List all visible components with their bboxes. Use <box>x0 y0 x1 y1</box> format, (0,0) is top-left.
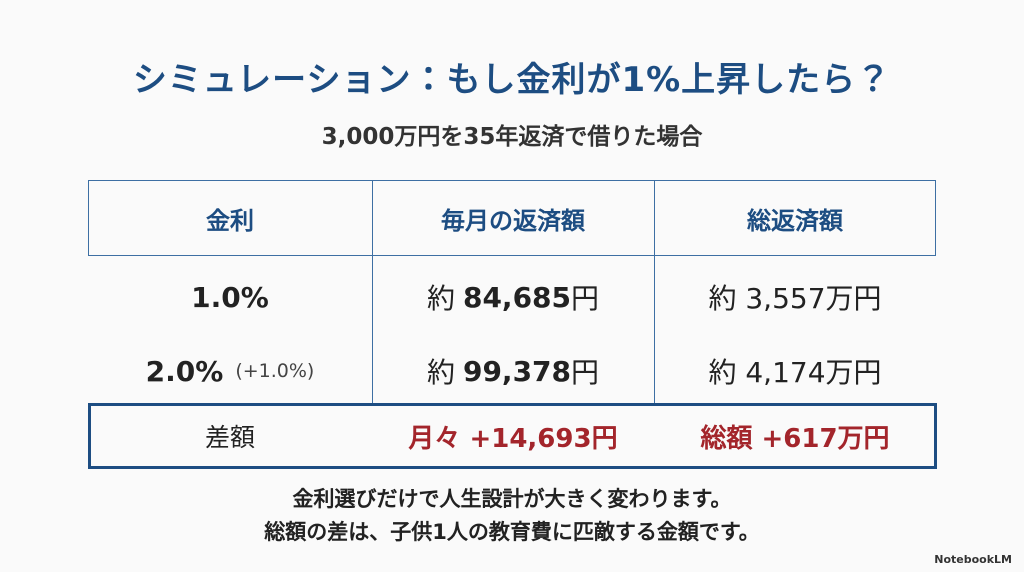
amount: 84,685 <box>462 280 572 314</box>
difference-box <box>88 403 937 469</box>
table-cell: 月々 +14,693円 <box>408 423 618 454</box>
table-cell: 2.0% (+1.0%) <box>88 336 372 406</box>
header-box <box>88 180 936 256</box>
title: シミュレーション：もし金利が1%上昇したら？ <box>132 60 892 100</box>
footer-line: 総額の差は、子供1人の教育費に匹敵する金額です。 <box>264 520 760 544</box>
prefix: 約 <box>426 356 455 389</box>
table-cell: 総額 +617万円 <box>700 423 890 454</box>
footer-line: 金利選びだけで人生設計が大きく変わります。 <box>292 487 732 511</box>
header-cell: 金利 <box>206 206 254 235</box>
table-cell: 約 99,378 円 <box>372 336 654 406</box>
prefix: 約 <box>426 282 455 315</box>
rate-note: (+1.0%) <box>235 360 315 382</box>
amount: 99,378 <box>462 354 572 388</box>
table-cell: 1.0% <box>88 262 372 332</box>
rate: 1.0% <box>191 280 269 314</box>
header-cell: 総返済額 <box>747 206 843 235</box>
badge: NotebookLM <box>934 553 1012 566</box>
suffix: 円 <box>571 356 600 389</box>
suffix: 円 <box>571 282 600 315</box>
column-divider <box>372 180 373 404</box>
table-cell: 約 84,685 円 <box>372 262 654 332</box>
rate: 2.0% <box>145 354 224 388</box>
subtitle: 3,000万円を35年返済で借りた場合 <box>321 124 703 150</box>
column-divider <box>654 180 655 404</box>
header-cell: 毎月の返済額 <box>441 206 585 235</box>
table-cell: 約 3,557万円 <box>708 282 882 315</box>
table-cell: 差額 <box>204 423 255 452</box>
table-cell: 約 4,174万円 <box>708 356 882 389</box>
